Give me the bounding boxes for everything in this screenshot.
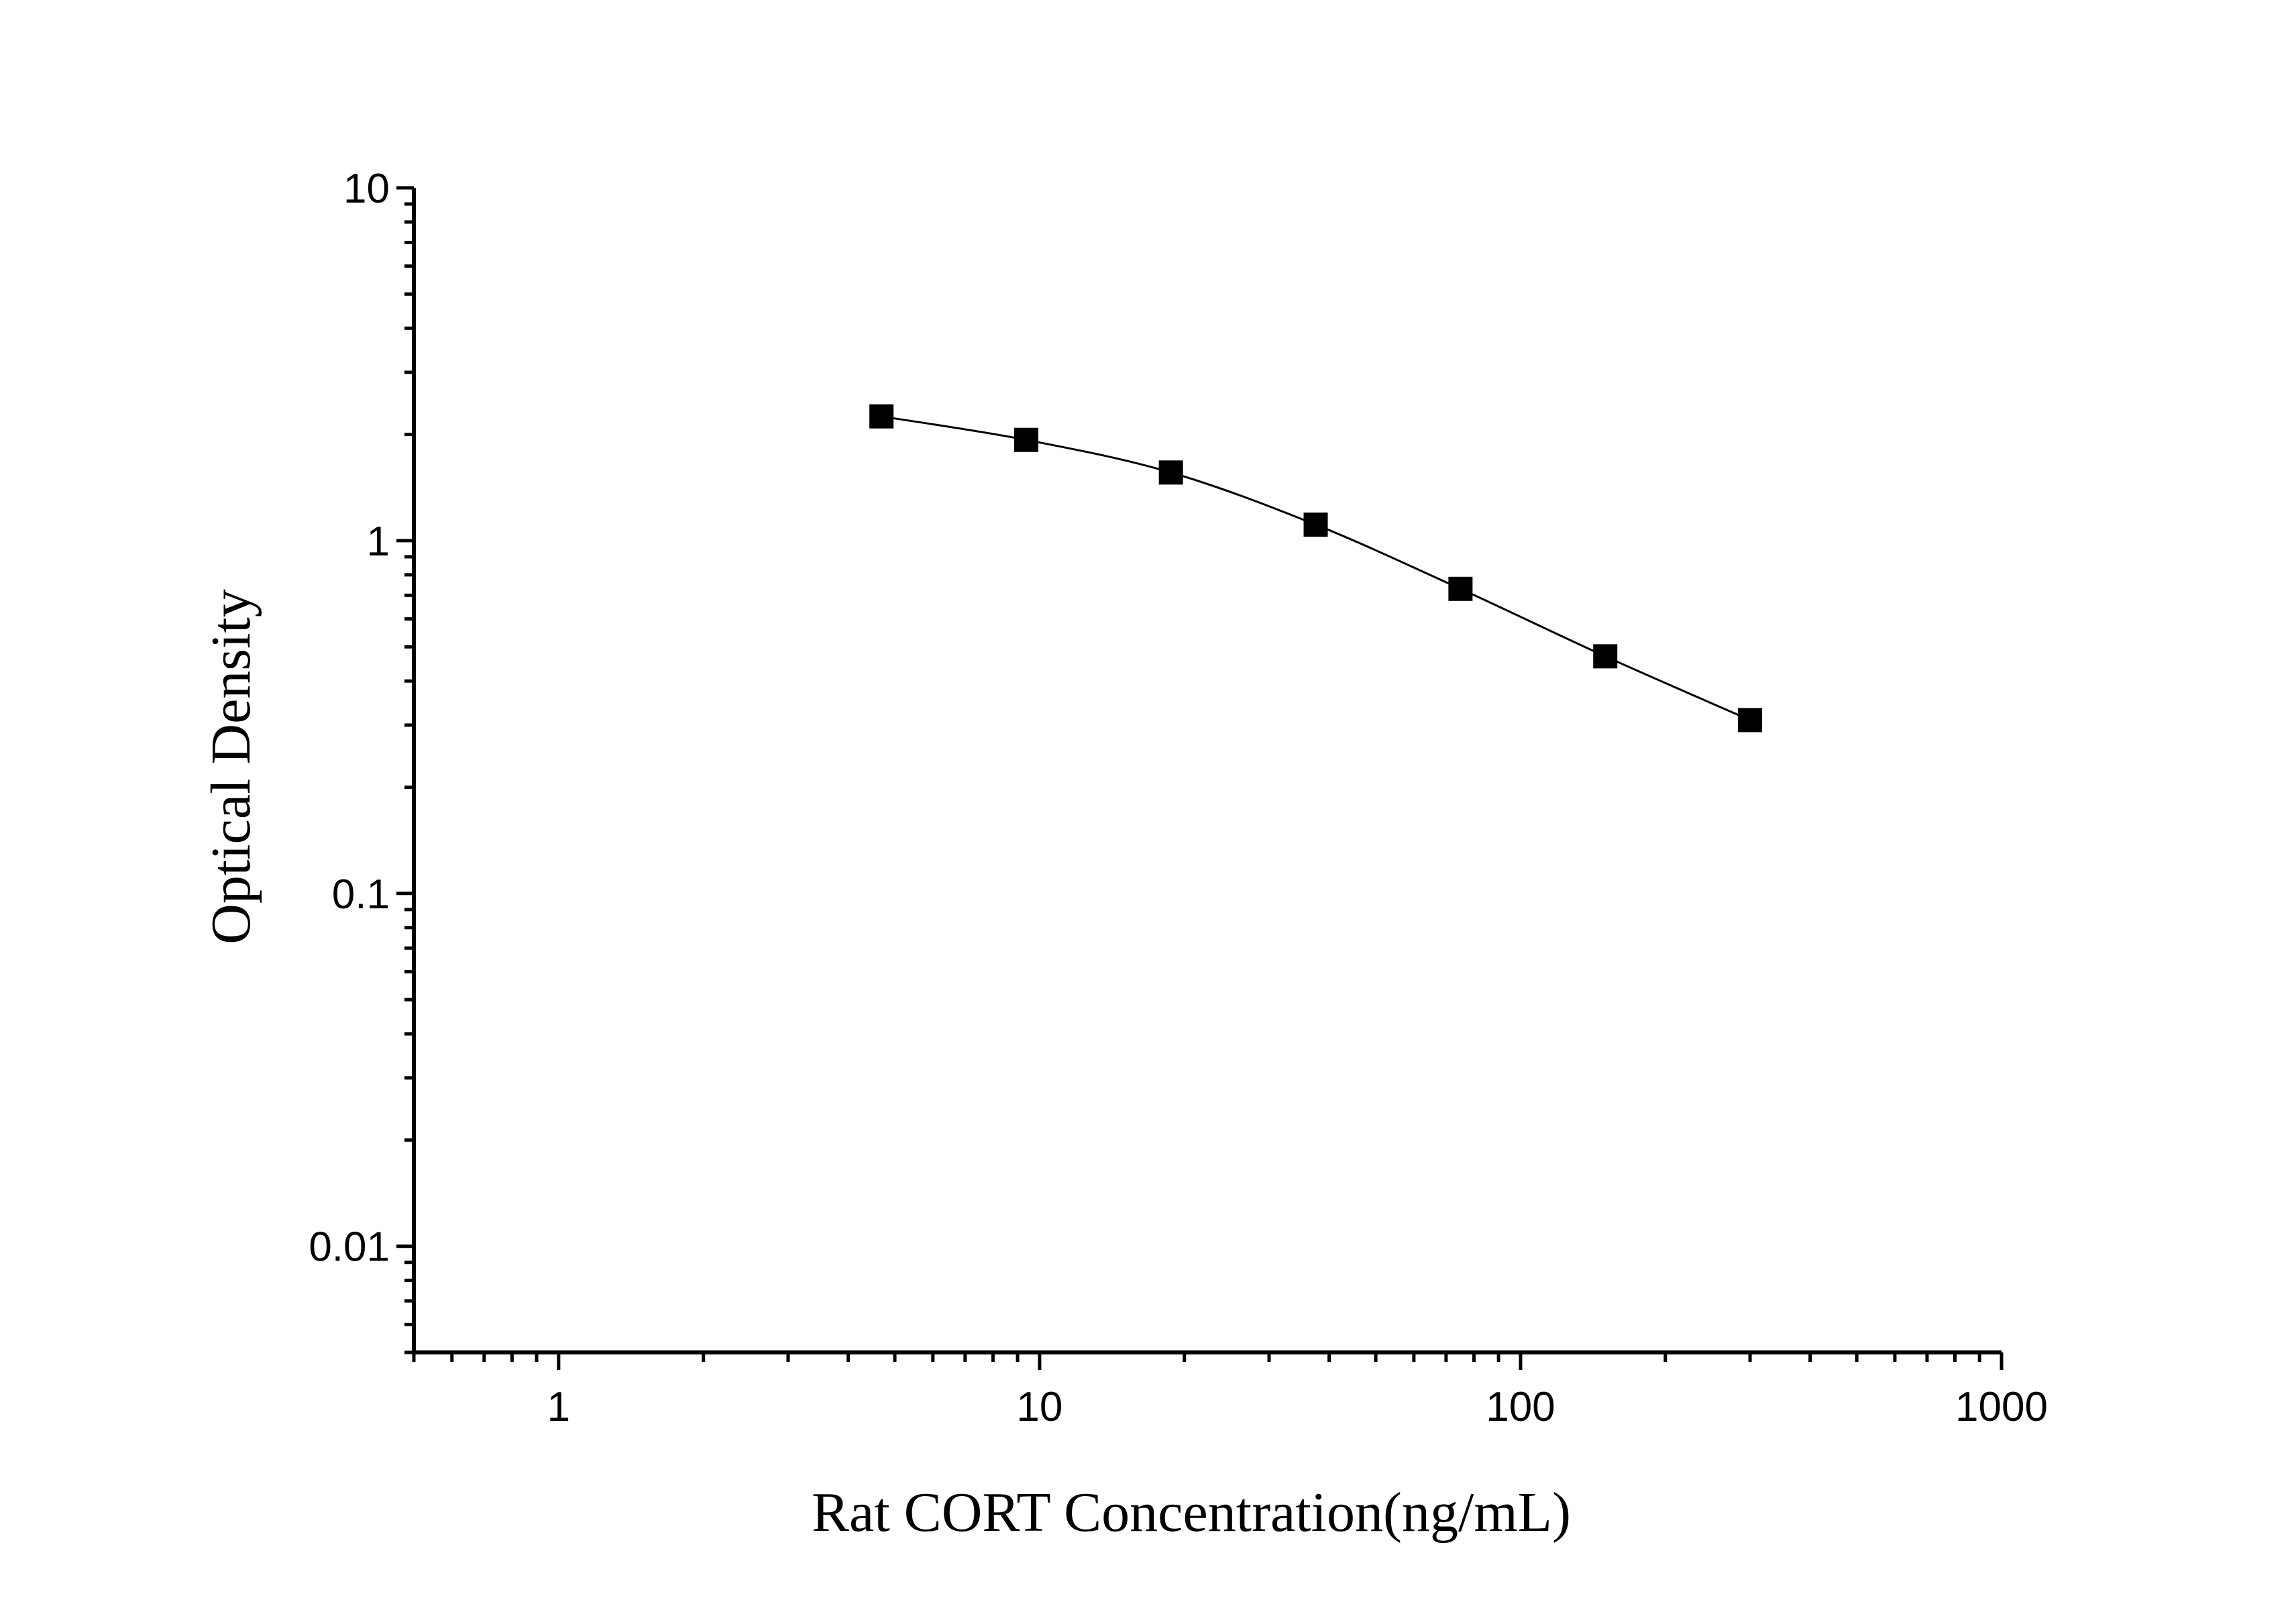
series-line xyxy=(881,415,1751,721)
data-point xyxy=(1448,576,1473,601)
x-tick-label: 1000 xyxy=(1955,1384,2048,1430)
y-tick-label: 1 xyxy=(367,519,390,565)
y-tick-label: 0.1 xyxy=(332,871,390,918)
fit-curve xyxy=(881,415,1751,721)
data-point xyxy=(1593,644,1618,669)
x-tick-label: 1 xyxy=(547,1384,570,1430)
ticks: 1 10 100 1000 0.01 0.1 1 10 xyxy=(309,166,2048,1430)
x-tick-label: 10 xyxy=(1016,1384,1062,1430)
data-points xyxy=(869,404,1763,733)
data-point xyxy=(869,404,894,429)
x-tick-label: 100 xyxy=(1486,1384,1555,1430)
axes xyxy=(412,188,2002,1354)
data-point xyxy=(1014,427,1038,452)
x-axis-title: Rat CORT Concentration(ng/mL) xyxy=(812,1481,1571,1544)
data-point xyxy=(1738,708,1763,733)
y-tick-label: 0.01 xyxy=(309,1224,390,1271)
data-point xyxy=(1303,513,1328,537)
data-point xyxy=(1158,460,1183,485)
y-tick-label: 10 xyxy=(343,166,390,212)
y-axis-title: Optical Density xyxy=(200,589,262,945)
